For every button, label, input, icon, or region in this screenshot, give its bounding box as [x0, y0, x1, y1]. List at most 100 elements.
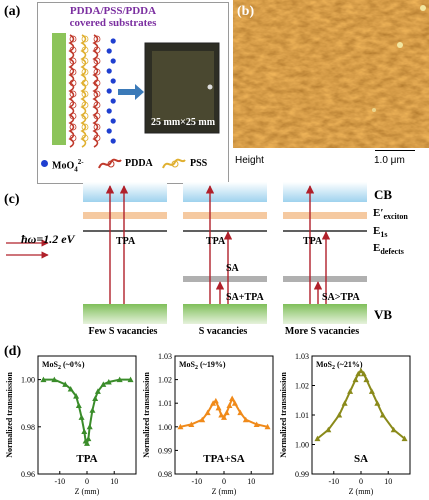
- moo4-ion: [106, 88, 112, 94]
- y-tick-label: 1.02: [295, 382, 309, 391]
- defect-level-1: [183, 276, 267, 282]
- photon-energy-label: ħω=1.2 eV: [21, 232, 75, 246]
- charge-mark: [81, 79, 89, 87]
- col2-sa: SA: [226, 263, 239, 274]
- panel-d-charts: 0.96 0.98 1.00 -10 0 10 Z (mm) Normalized trans…: [5, 352, 411, 496]
- afm-image: [233, 0, 429, 148]
- series-legend: MoS2 (~19%): [179, 360, 226, 371]
- panel-c-label: (c): [4, 192, 20, 207]
- charge-mark: [69, 35, 77, 43]
- y-tick-label: 0.99: [158, 446, 172, 455]
- legend-pss: PSS: [190, 158, 208, 169]
- moo4-dot-icon: [41, 160, 48, 167]
- charge-mark: [69, 90, 77, 98]
- y-tick-label: 1.00: [295, 441, 309, 450]
- panel-a: PDDA/PSS/PDDA covered substrates 25 mm×2…: [37, 2, 229, 184]
- y-tick-label: 1.00: [21, 376, 35, 385]
- mechanism-annotation: SA: [354, 453, 368, 465]
- x-tick-label: 10: [110, 477, 118, 486]
- y-tick-label: 1.03: [158, 352, 172, 361]
- charge-mark: [93, 90, 101, 98]
- charge-mark: [81, 123, 89, 131]
- scale-bar-label: 1.0 μm: [374, 155, 405, 166]
- data-point: [390, 426, 397, 433]
- y-tick-label: 1.03: [295, 352, 309, 361]
- data-point: [85, 435, 92, 442]
- afm-channel-label: Height: [235, 155, 264, 166]
- vb-band-1: [183, 304, 267, 324]
- moo4-ion: [110, 118, 116, 124]
- cb-band-2: [283, 182, 367, 202]
- moo4-ion: [110, 138, 116, 144]
- charge-mark: [81, 90, 89, 98]
- plot-frame: [311, 355, 411, 475]
- data-point: [226, 402, 233, 409]
- x-axis-label: Z (mm): [349, 487, 374, 496]
- data-point: [51, 376, 58, 383]
- vb-band-0: [83, 304, 167, 324]
- defect-level-2: [283, 276, 367, 282]
- x-axis-label: Z (mm): [212, 487, 237, 496]
- data-point: [264, 423, 271, 430]
- scale-bar: [375, 150, 415, 151]
- y-axis-label: Normalized transmission: [279, 372, 288, 458]
- panel-a-schematic: [52, 33, 220, 148]
- data-point: [78, 414, 85, 420]
- col3-caption: More S vacancies: [284, 326, 360, 337]
- panel-a-label: (a): [4, 4, 21, 19]
- charge-mark: [93, 68, 101, 76]
- data-point: [86, 423, 93, 430]
- charge-mark: [69, 101, 77, 109]
- y-tick-label: 1.01: [295, 411, 309, 420]
- pss-icon: [162, 158, 186, 169]
- data-point: [40, 376, 47, 383]
- moo4-ion: [106, 108, 112, 114]
- cb-label: CB: [374, 187, 393, 202]
- col3-bottom: SA>TPA: [322, 292, 360, 303]
- data-point: [67, 386, 74, 392]
- data-point: [75, 402, 82, 409]
- moo4-ion: [110, 78, 116, 84]
- data-point: [223, 409, 230, 416]
- charge-mark: [69, 123, 77, 131]
- charge-mark: [93, 57, 101, 65]
- moo4-ion: [106, 48, 112, 54]
- data-point: [89, 407, 96, 413]
- y-tick-label: 1.01: [158, 399, 172, 408]
- data-point: [363, 376, 370, 383]
- x-tick-label: 0: [222, 477, 226, 486]
- data-point: [374, 400, 381, 406]
- charge-mark: [81, 35, 89, 43]
- data-point: [81, 428, 88, 435]
- zscan-chart-2: 0.99 1.00 1.01 1.02 1.03 -10 0 10 Z (mm) Normaliz…: [279, 352, 411, 496]
- charge-mark: [69, 46, 77, 54]
- data-point: [242, 416, 249, 423]
- y-tick-label: 0.96: [21, 470, 35, 479]
- charge-mark: [93, 46, 101, 54]
- data-point: [360, 370, 367, 377]
- mechanism-annotation: TPA+SA: [203, 453, 245, 465]
- moo4-ion: [110, 38, 116, 44]
- zscan-chart-1: 0.98 0.99 1.00 1.01 1.02 1.03 -10 0 10 Z (mm) Norm…: [142, 352, 274, 496]
- moo4-ion: [106, 68, 112, 74]
- charge-mark: [81, 68, 89, 76]
- charge-mark: [81, 101, 89, 109]
- e1s-label: E1s: [373, 225, 388, 240]
- arrow-right: [118, 84, 144, 100]
- data-point: [127, 376, 134, 383]
- data-point: [221, 414, 227, 420]
- panel-d-label: (d): [4, 344, 22, 359]
- mechanism-annotation: TPA: [76, 453, 97, 465]
- panel-c-diagram: [6, 182, 367, 324]
- y-tick-label: 0.99: [295, 470, 309, 479]
- data-point: [177, 423, 184, 430]
- col1-caption: Few S vacancies: [88, 326, 158, 337]
- data-point: [204, 409, 211, 416]
- data-point: [218, 412, 225, 418]
- data-point: [253, 421, 260, 427]
- y-tick-label: 0.98: [21, 423, 35, 432]
- y-axis-label: Normalized transmission: [5, 372, 14, 458]
- vb-band-2: [283, 304, 367, 324]
- data-point: [358, 367, 364, 374]
- charge-mark: [69, 57, 77, 65]
